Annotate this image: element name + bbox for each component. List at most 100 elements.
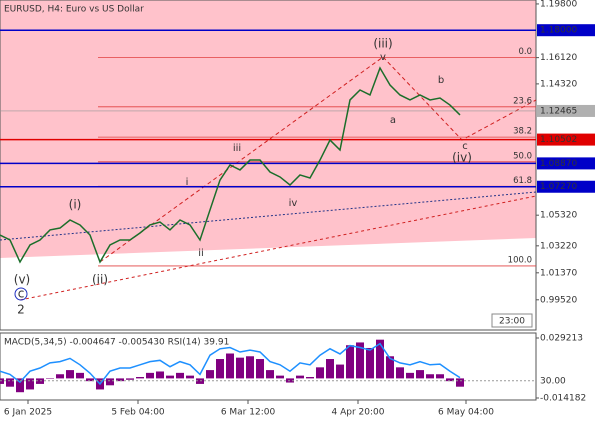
- wave-label: iii: [233, 143, 241, 154]
- fib-label: 61.8: [513, 176, 532, 186]
- macd-bar: [256, 359, 264, 379]
- channel-line: [0, 191, 537, 241]
- level-box: [537, 133, 595, 146]
- macd-bar: [396, 367, 404, 379]
- y-tick-label: 1.01370: [540, 268, 577, 278]
- y-tick-label: 1.16120: [540, 53, 577, 63]
- macd-bar: [136, 377, 144, 379]
- wave-label: (iv): [452, 151, 472, 165]
- macd-bar: [406, 372, 414, 379]
- indicator-panel-frame: [0, 332, 537, 401]
- macd-bar: [126, 378, 134, 380]
- fib-label: 50.0: [513, 151, 532, 161]
- y-tick-label: -0.014182: [540, 393, 586, 403]
- x-tick-label: 6 Mar 12:00: [221, 408, 276, 418]
- price-line: [0, 66, 461, 264]
- level-box: [537, 24, 595, 37]
- level-box: [537, 157, 595, 170]
- macd-bar: [86, 378, 94, 382]
- macd-bar: [306, 377, 314, 379]
- macd-bar: [236, 357, 244, 379]
- wave-label: c: [18, 287, 25, 301]
- fib-label: 0.0: [518, 47, 532, 57]
- macd-bar: [346, 345, 354, 379]
- wave-circle: [14, 287, 28, 301]
- y-tick-label: 1.05320: [540, 211, 577, 221]
- macd-bar: [46, 378, 54, 379]
- macd-bar: [176, 372, 184, 379]
- macd-bar: [186, 375, 194, 379]
- macd-bar: [456, 378, 464, 387]
- last-price-box: [537, 104, 595, 117]
- trend-line: [19, 195, 537, 301]
- wave-label: 2: [17, 303, 25, 317]
- macd-bar: [376, 339, 384, 379]
- macd-bar: [416, 370, 424, 379]
- wave-label: i: [186, 177, 189, 188]
- wave-label: (i): [69, 198, 82, 212]
- x-tick-label: 5 Feb 04:00: [111, 408, 165, 418]
- level-box: [537, 180, 595, 193]
- level-label: 1.10502: [540, 135, 577, 145]
- macd-bar: [216, 359, 224, 379]
- y-tick-label: 30.00: [540, 376, 566, 386]
- macd-bar: [226, 353, 234, 379]
- macd-bar: [66, 370, 74, 379]
- macd-bar: [106, 378, 114, 386]
- x-tick-label: 6 May 04:00: [438, 408, 494, 418]
- level-label: 1.07270: [540, 182, 577, 192]
- macd-bar: [326, 359, 334, 379]
- x-tick-label: 4 Apr 20:00: [332, 408, 385, 418]
- macd-bar: [356, 342, 364, 379]
- y-tick-label: 1.03220: [540, 241, 577, 251]
- fib-label: 100.0: [508, 255, 532, 265]
- macd-bar: [146, 372, 154, 379]
- macd-bar: [386, 356, 394, 379]
- macd-bar: [296, 375, 304, 379]
- macd-bar: [366, 347, 374, 379]
- chart-title: EURUSD, H4: Euro vs US Dollar: [4, 5, 144, 15]
- wave-label: a: [390, 115, 396, 126]
- last-price-label: 1.12465: [540, 106, 577, 116]
- macd-bar: [426, 374, 434, 379]
- rsi-line: [0, 342, 461, 386]
- macd-bar: [16, 378, 24, 393]
- macd-bar: [56, 374, 64, 379]
- macd-bar: [336, 364, 344, 379]
- y-tick-label: 0.029213: [540, 334, 583, 344]
- wave-label: b: [438, 75, 444, 86]
- price-panel-frame: [0, 0, 537, 331]
- level-label: 1.18000: [540, 26, 577, 36]
- macd-bar: [316, 367, 324, 379]
- macd-bar: [206, 370, 214, 379]
- wave-zone: [0, 0, 536, 258]
- wave-label: (v): [14, 273, 30, 287]
- y-tick-label: 1.14320: [540, 79, 577, 89]
- wave-label: v: [380, 52, 386, 63]
- time-box: [491, 313, 533, 328]
- macd-bar: [276, 375, 284, 379]
- macd-bar: [266, 370, 274, 379]
- macd-bar: [116, 378, 124, 382]
- macd-bar: [246, 356, 254, 379]
- level-label: 1.08870: [540, 159, 577, 169]
- y-tick-label: 1.19800: [540, 0, 577, 9]
- indicator-label: MACD(5,34,5) -0.004647 -0.005430 RSI(14)…: [4, 338, 229, 348]
- macd-bar: [26, 378, 34, 390]
- x-tick-label: 6 Jan 2025: [4, 408, 52, 418]
- macd-bar: [6, 378, 14, 387]
- macd-bar: [446, 378, 454, 382]
- macd-bar: [156, 371, 164, 379]
- macd-bar: [166, 375, 174, 379]
- macd-bar: [436, 374, 444, 379]
- wave-label: ii: [198, 248, 204, 259]
- wave-label: c: [462, 141, 468, 152]
- time-box-label: 23:00: [499, 317, 525, 327]
- fib-label: 38.2: [513, 127, 532, 137]
- wave-label: (ii): [92, 273, 108, 287]
- y-tick-label: 0.99520: [540, 295, 577, 305]
- fib-label: 23.6: [513, 96, 532, 106]
- wave-label: iv: [289, 198, 298, 209]
- macd-bar: [76, 372, 84, 379]
